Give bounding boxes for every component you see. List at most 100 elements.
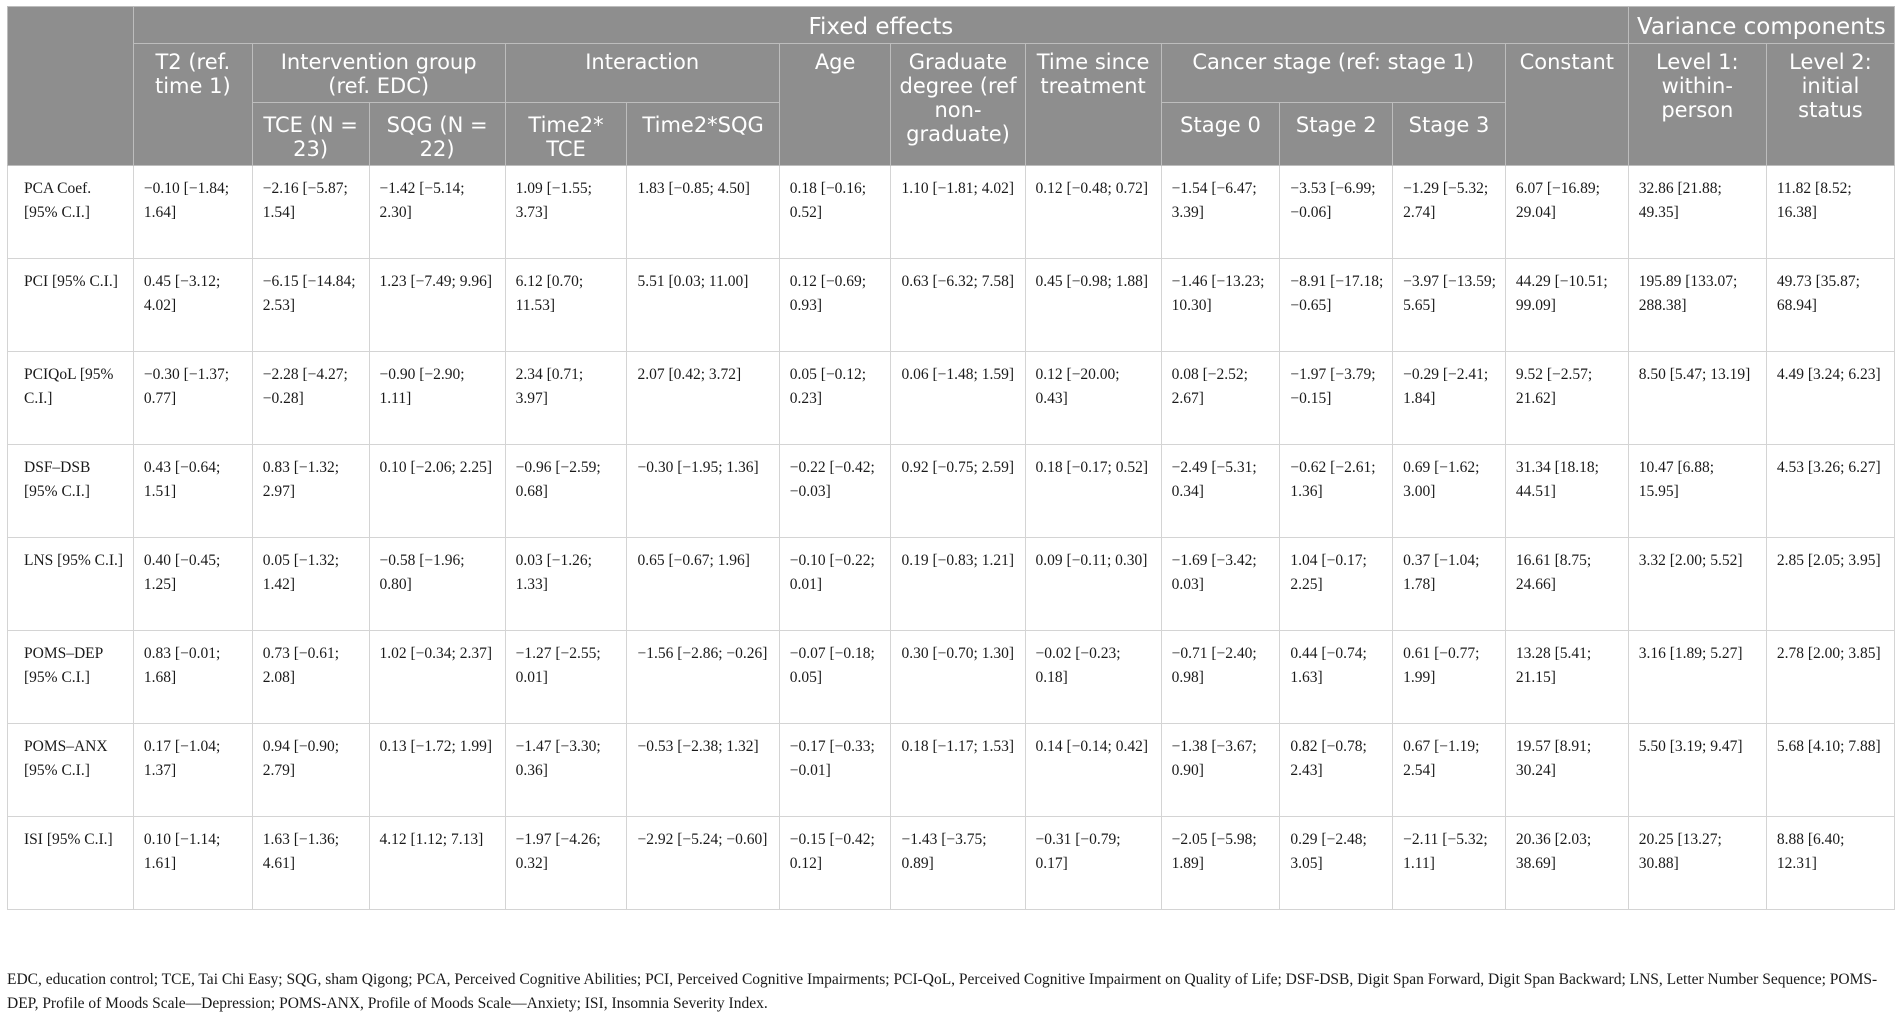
table-cell: 0.44 [−0.74; 1.63] <box>1279 630 1394 724</box>
table-cell: −1.97 [−4.26; 0.32] <box>504 816 628 910</box>
table-cell: 32.86 [21.88; 49.35] <box>1627 165 1767 259</box>
row-label: POMS–ANX [95% C.I.] <box>7 723 134 817</box>
table-cell: 0.06 [−1.48; 1.59] <box>890 351 1026 445</box>
table-cell: 2.07 [0.42; 3.72] <box>626 351 780 445</box>
table-cell: 0.05 [−0.12; 0.23] <box>778 351 892 445</box>
table-cell: 0.94 [−0.90; 2.79] <box>251 723 370 817</box>
table-cell: 2.78 [2.00; 3.85] <box>1765 630 1896 724</box>
table-row: LNS [95% C.I.] 0.40 [−0.45; 1.25] 0.05 [−1… <box>7 537 1896 631</box>
level2-header: Level 2: initial status <box>1765 43 1896 166</box>
table-cell: −6.15 [−14.84; 2.53] <box>251 258 370 352</box>
table-cell: −0.90 [−2.90; 1.11] <box>368 351 506 445</box>
graduate-degree-header: Graduate degree (ref non-graduate) <box>890 43 1026 166</box>
table-cell: −2.05 [−5.98; 1.89] <box>1160 816 1281 910</box>
table-cell: −0.02 [−0.23; 0.18] <box>1024 630 1162 724</box>
table-cell: −0.58 [−1.96; 0.80] <box>368 537 506 631</box>
table-cell: 2.85 [2.05; 3.95] <box>1765 537 1896 631</box>
table-cell: 0.13 [−1.72; 1.99] <box>368 723 506 817</box>
table-cell: 0.61 [−0.77; 1.99] <box>1392 630 1506 724</box>
table-cell: 6.07 [−16.89; 29.04] <box>1504 165 1629 259</box>
table-cell: 6.12 [0.70; 11.53] <box>504 258 628 352</box>
table-cell: 0.82 [−0.78; 2.43] <box>1279 723 1394 817</box>
table-cell: −1.56 [−2.86; −0.26] <box>626 630 780 724</box>
interaction-header: Interaction <box>504 43 780 103</box>
table-cell: 1.02 [−0.34; 2.37] <box>368 630 506 724</box>
row-label: DSF–DSB [95% C.I.] <box>7 444 134 538</box>
table-cell: −2.11 [−5.32; 1.11] <box>1392 816 1506 910</box>
table-cell: 0.18 [−1.17; 1.53] <box>890 723 1026 817</box>
table-cell: 5.51 [0.03; 11.00] <box>626 258 780 352</box>
sqg-header: SQG (N = 22) <box>368 102 506 166</box>
table-cell: −1.27 [−2.55; 0.01] <box>504 630 628 724</box>
table-cell: 0.12 [−0.48; 0.72] <box>1024 165 1162 259</box>
table-cell: 3.32 [2.00; 5.52] <box>1627 537 1767 631</box>
table-cell: −0.17 [−0.33; −0.01] <box>778 723 892 817</box>
table-cell: −0.30 [−1.95; 1.36] <box>626 444 780 538</box>
table-cell: 19.57 [8.91; 30.24] <box>1504 723 1629 817</box>
table-cell: 10.47 [6.88; 15.95] <box>1627 444 1767 538</box>
table-cell: −1.69 [−3.42; 0.03] <box>1160 537 1281 631</box>
header-row-2: T2 (ref. time 1) Intervention group (ref… <box>8 43 1896 166</box>
table-cell: −0.30 [−1.37; 0.77] <box>132 351 253 445</box>
table-cell: 0.37 [−1.04; 1.78] <box>1392 537 1506 631</box>
table-cell: 0.12 [−20.00; 0.43] <box>1024 351 1162 445</box>
table-cell: −0.15 [−0.42; 0.12] <box>778 816 892 910</box>
header-row-1: Fixed effects Variance components <box>7 6 1896 166</box>
table-cell: −2.49 [−5.31; 0.34] <box>1160 444 1281 538</box>
table-cell: 0.05 [−1.32; 1.42] <box>251 537 370 631</box>
level1-header: Level 1: within-person <box>1627 43 1767 166</box>
time2-tce-header: Time2* TCE <box>504 102 628 166</box>
intervention-group-header: Intervention group (ref. EDC) <box>251 43 506 103</box>
table-cell: 1.10 [−1.81; 4.02] <box>890 165 1026 259</box>
table-cell: −0.07 [−0.18; 0.05] <box>778 630 892 724</box>
table-cell: 0.29 [−2.48; 3.05] <box>1279 816 1394 910</box>
table-cell: 0.10 [−2.06; 2.25] <box>368 444 506 538</box>
table-row: ISI [95% C.I.] 0.10 [−1.14; 1.61] 1.63 [−1… <box>7 816 1896 910</box>
table-cell: 0.12 [−0.69; 0.93] <box>778 258 892 352</box>
table-cell: 9.52 [−2.57; 21.62] <box>1504 351 1629 445</box>
table-cell: −0.53 [−2.38; 1.32] <box>626 723 780 817</box>
stage0-header: Stage 0 <box>1160 102 1281 166</box>
row-label: PCA Coef. [95% C.I.] <box>7 165 134 259</box>
table-cell: 0.67 [−1.19; 2.54] <box>1392 723 1506 817</box>
header-row-3: TCE (N = 23) SQG (N = 22) Time2* TCE Tim… <box>8 102 1895 166</box>
table-cell: −2.92 [−5.24; −0.60] <box>626 816 780 910</box>
table-cell: 5.68 [4.10; 7.88] <box>1765 723 1896 817</box>
table-row: POMS–ANX [95% C.I.] 0.17 [−1.04; 1.37] 0.9… <box>7 723 1896 817</box>
table-cell: 0.30 [−0.70; 1.30] <box>890 630 1026 724</box>
table-cell: 4.12 [1.12; 7.13] <box>368 816 506 910</box>
table-footnote: EDC, education control; TCE, Tai Chi Eas… <box>7 971 1878 1012</box>
table-body: PCA Coef. [95% C.I.] −0.10 [−1.84; 1.64] −… <box>7 165 1896 910</box>
t2-header-text: T2 (ref. time 1) <box>154 50 231 98</box>
table-cell: −8.91 [−17.18; −0.65] <box>1279 258 1394 352</box>
table-cell: 0.83 [−0.01; 1.68] <box>132 630 253 724</box>
table-cell: 0.40 [−0.45; 1.25] <box>132 537 253 631</box>
table-cell: −3.97 [−13.59; 5.65] <box>1392 258 1506 352</box>
table-cell: 1.23 [−7.49; 9.96] <box>368 258 506 352</box>
table-cell: −2.16 [−5.87; 1.54] <box>251 165 370 259</box>
table-cell: 0.10 [−1.14; 1.61] <box>132 816 253 910</box>
table-cell: 16.61 [8.75; 24.66] <box>1504 537 1629 631</box>
table-cell: 0.65 [−0.67; 1.96] <box>626 537 780 631</box>
row-label: LNS [95% C.I.] <box>7 537 134 631</box>
table-cell: −0.22 [−0.42; −0.03] <box>778 444 892 538</box>
table-cell: 11.82 [8.52; 16.38] <box>1765 165 1896 259</box>
table-cell: 5.50 [3.19; 9.47] <box>1627 723 1767 817</box>
table-cell: 0.69 [−1.62; 3.00] <box>1392 444 1506 538</box>
table-cell: 0.92 [−0.75; 2.59] <box>890 444 1026 538</box>
tce-header: TCE (N = 23) <box>251 102 370 166</box>
table-cell: 0.03 [−1.26; 1.33] <box>504 537 628 631</box>
fixed-effects-header: Fixed effects <box>132 6 1629 44</box>
table-cell: −0.10 [−0.22; 0.01] <box>778 537 892 631</box>
time2-sqg-header: Time2*SQG <box>626 102 780 166</box>
row-label: PCIQoL [95% C.I.] <box>7 351 134 445</box>
variance-components-header: Variance components <box>1627 6 1896 44</box>
table-cell: −1.97 [−3.79; −0.15] <box>1279 351 1394 445</box>
t2-header: T2 (ref. time 1) <box>132 43 253 166</box>
table-cell: 20.25 [13.27; 30.88] <box>1627 816 1767 910</box>
table-cell: −0.29 [−2.41; 1.84] <box>1392 351 1506 445</box>
cancer-stage-header: Cancer stage (ref: stage 1) <box>1160 43 1506 103</box>
table-cell: −1.43 [−3.75; 0.89] <box>890 816 1026 910</box>
table-cell: 0.19 [−0.83; 1.21] <box>890 537 1026 631</box>
row-label: ISI [95% C.I.] <box>7 816 134 910</box>
